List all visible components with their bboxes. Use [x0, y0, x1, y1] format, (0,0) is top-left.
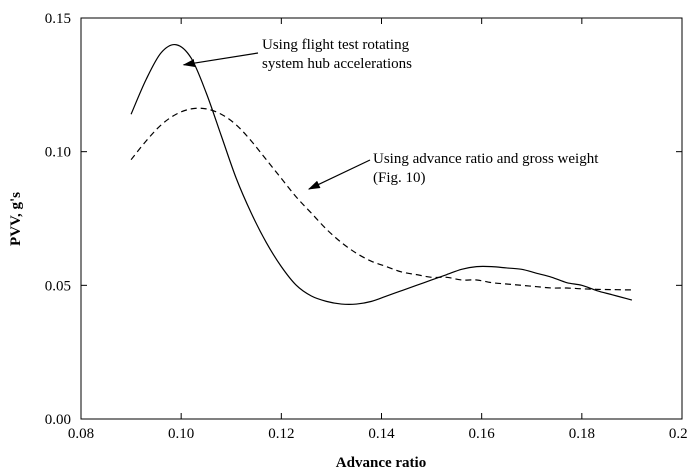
- y-tick-label: 0.05: [45, 278, 71, 294]
- annotation-text: Using flight test rotating: [262, 37, 410, 53]
- y-axis-title: PVV, g's: [8, 192, 24, 246]
- annotation-arrow: [182, 52, 259, 68]
- series-line-solid: [130, 43, 633, 305]
- y-tick-label: 0.15: [45, 11, 71, 27]
- x-tick-label: 0.14: [368, 426, 395, 442]
- y-tick-label: 0.00: [45, 412, 71, 428]
- annotation-text: system hub accelerations: [262, 56, 412, 72]
- plot-frame: [80, 17, 683, 420]
- annotation-layer: Using flight test rotating system hub acc…: [182, 37, 599, 190]
- annotation-text: (Fig. 10): [373, 170, 426, 186]
- y-axis-ticks: 0.00 0.05 0.10 0.15: [45, 11, 682, 428]
- y-tick-label: 0.10: [45, 145, 71, 161]
- x-tick-label: 0.18: [569, 426, 595, 442]
- series-layer: [130, 43, 633, 305]
- annotation-arrow: [307, 159, 371, 190]
- series-line-dashed: [130, 107, 632, 291]
- x-tick-label: 0.20: [669, 426, 687, 442]
- x-axis-ticks: 0.08 0.10 0.12 0.14 0.16 0.18 0.20: [68, 18, 687, 442]
- x-tick-label: 0.12: [268, 426, 294, 442]
- x-tick-label: 0.16: [469, 426, 496, 442]
- x-axis-title: Advance ratio: [336, 455, 426, 471]
- x-tick-label: 0.10: [168, 426, 194, 442]
- annotation-text: Using advance ratio and gross weight: [373, 151, 599, 167]
- x-tick-label: 0.08: [68, 426, 94, 442]
